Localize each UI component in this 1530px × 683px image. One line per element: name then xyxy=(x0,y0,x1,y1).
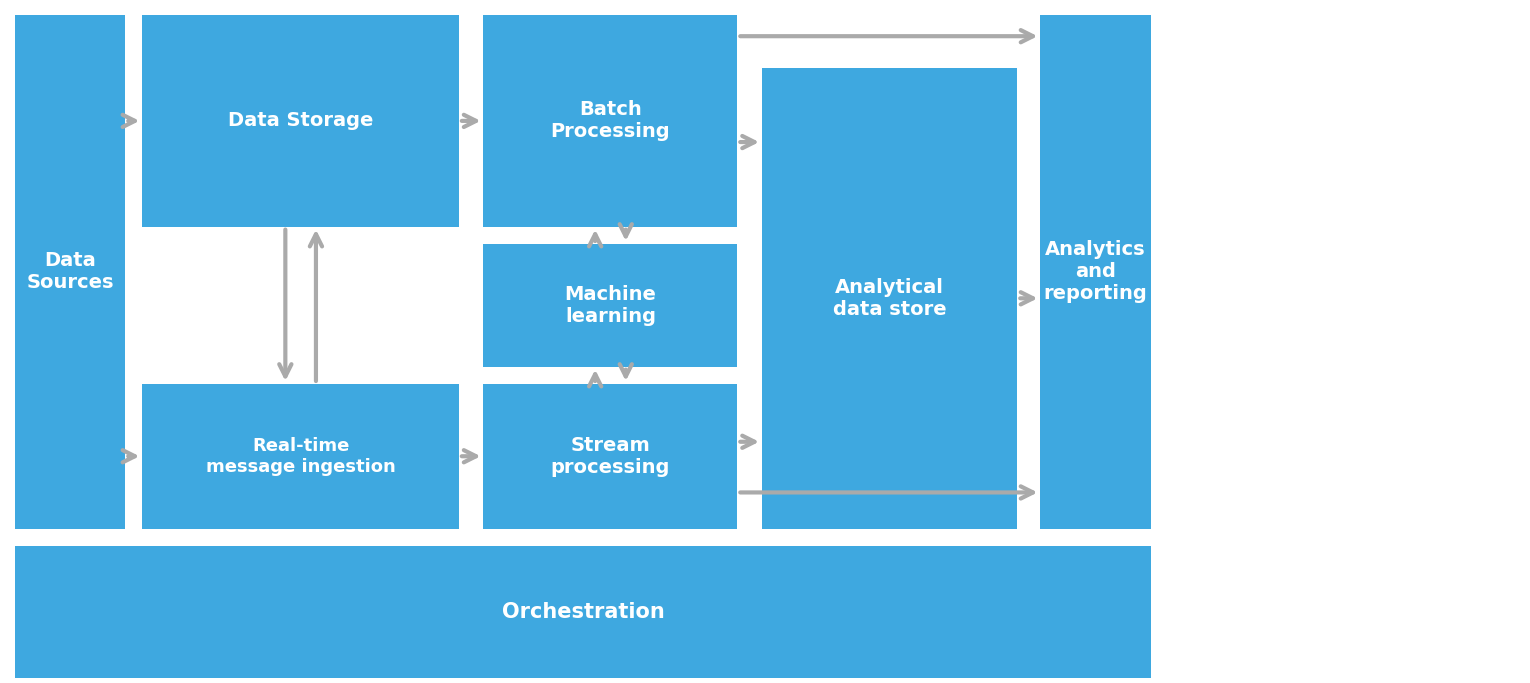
Text: Batch
Processing: Batch Processing xyxy=(551,100,670,141)
Bar xyxy=(483,244,737,367)
Text: Orchestration: Orchestration xyxy=(502,602,664,622)
Bar xyxy=(1040,15,1151,529)
Bar xyxy=(15,15,125,529)
Text: Analytical
data store: Analytical data store xyxy=(832,278,947,319)
Text: Stream
processing: Stream processing xyxy=(551,436,670,477)
Bar xyxy=(15,546,1151,678)
Text: Data
Sources: Data Sources xyxy=(26,251,115,292)
Text: Analytics
and
reporting: Analytics and reporting xyxy=(1043,240,1148,303)
Text: Data Storage: Data Storage xyxy=(228,111,373,130)
Bar xyxy=(762,68,1017,529)
Bar xyxy=(142,15,459,227)
Text: Machine
learning: Machine learning xyxy=(565,285,656,326)
Bar xyxy=(483,15,737,227)
Bar xyxy=(142,384,459,529)
Text: Real-time
message ingestion: Real-time message ingestion xyxy=(205,437,396,475)
Bar xyxy=(483,384,737,529)
